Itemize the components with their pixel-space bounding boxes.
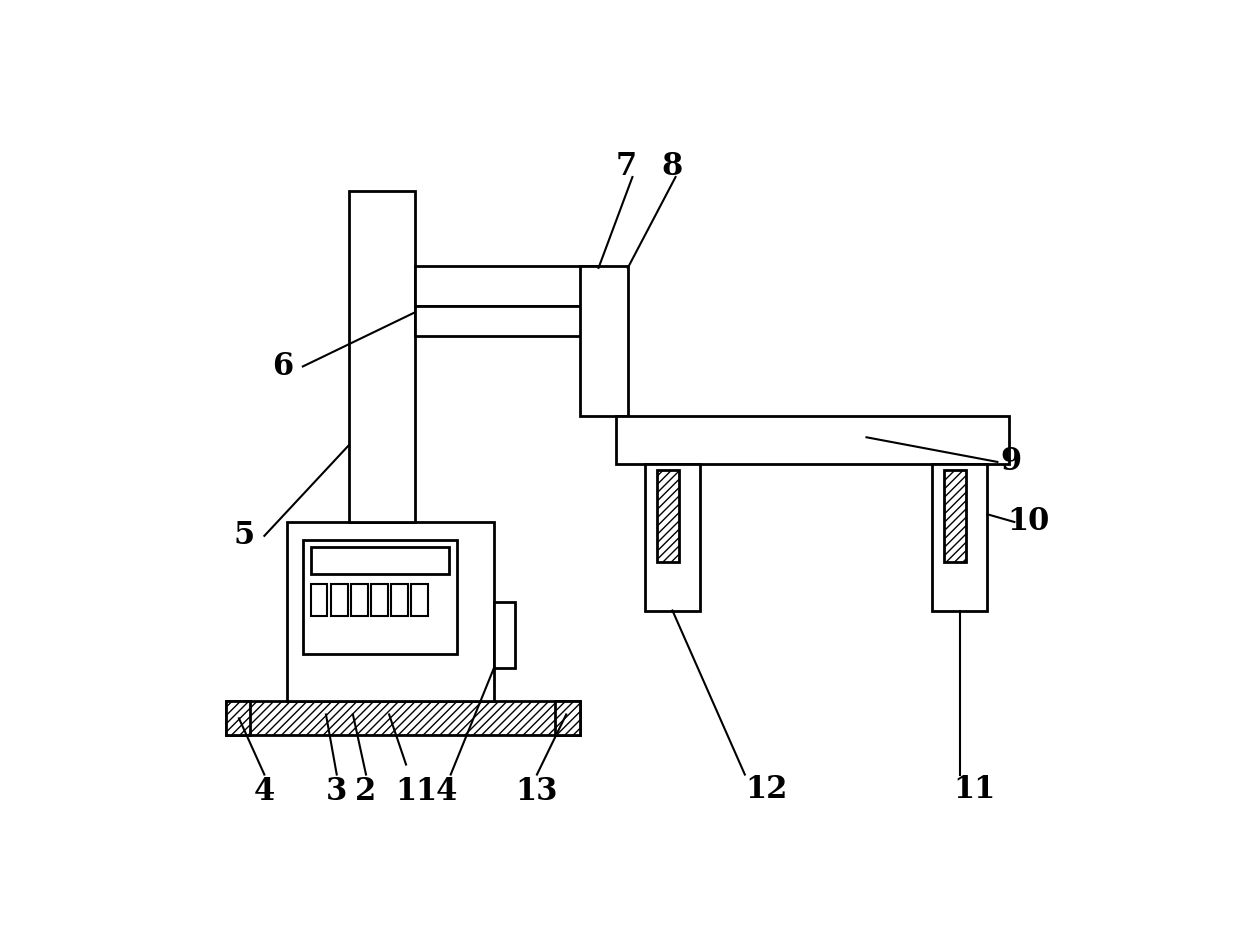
Text: 4: 4	[254, 776, 275, 807]
Bar	[580, 267, 627, 417]
Bar	[226, 700, 250, 735]
Bar	[310, 547, 449, 574]
Text: 7: 7	[616, 151, 637, 182]
Bar	[645, 464, 701, 610]
Bar	[288, 522, 494, 700]
Bar	[494, 602, 516, 668]
Bar	[657, 470, 678, 562]
Bar	[331, 584, 347, 616]
Bar	[616, 417, 1009, 464]
Bar	[391, 584, 408, 616]
Text: 3: 3	[326, 776, 347, 807]
Bar	[351, 584, 367, 616]
Text: 13: 13	[516, 776, 558, 807]
Bar	[303, 541, 456, 655]
Bar	[310, 584, 327, 616]
Bar	[932, 464, 987, 610]
Bar	[410, 584, 428, 616]
Text: 12: 12	[745, 774, 787, 806]
Bar	[350, 191, 414, 522]
Bar	[226, 700, 580, 735]
Text: 2: 2	[356, 776, 377, 807]
Text: 8: 8	[662, 151, 683, 182]
Bar	[371, 584, 388, 616]
Text: 5: 5	[234, 520, 255, 551]
Bar	[556, 700, 580, 735]
Bar	[945, 470, 966, 562]
Bar	[414, 307, 599, 336]
Text: 10: 10	[1007, 507, 1049, 537]
Text: 14: 14	[415, 776, 458, 807]
Text: 1: 1	[396, 776, 417, 807]
Text: 11: 11	[954, 774, 996, 806]
Text: 6: 6	[273, 351, 294, 381]
Text: 9: 9	[1001, 446, 1022, 477]
Bar	[414, 267, 599, 307]
